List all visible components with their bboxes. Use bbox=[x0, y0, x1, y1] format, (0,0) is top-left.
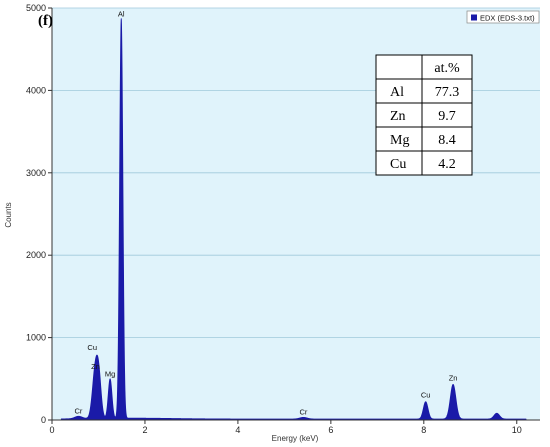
x-tick-label: 0 bbox=[49, 425, 54, 435]
peak-label-cr: Cr bbox=[75, 407, 83, 416]
legend-entry: EDX (EDS-3.txt) bbox=[480, 14, 535, 23]
x-axis-ticks: 0 2 4 6 8 10 bbox=[49, 420, 522, 435]
table-cell: 77.3 bbox=[435, 85, 460, 100]
peak-annotations: Al Cu Zn Mg Cr Cr Cu Zn bbox=[75, 9, 458, 416]
peak-label-cr: Cr bbox=[299, 407, 307, 416]
x-axis-title: Energy (keV) bbox=[272, 434, 319, 443]
table-cell: Zn bbox=[390, 109, 406, 124]
peak-label-mg: Mg bbox=[105, 369, 115, 378]
peak-label-zn: Zn bbox=[449, 373, 458, 382]
panel-label: (f) bbox=[38, 13, 53, 29]
legend-swatch bbox=[471, 14, 477, 21]
y-tick-label: 0 bbox=[41, 415, 46, 425]
x-tick-label: 6 bbox=[328, 425, 333, 435]
peak-label-cu: Cu bbox=[87, 343, 97, 352]
x-tick-label: 4 bbox=[235, 425, 240, 435]
y-tick-label: 3000 bbox=[26, 168, 46, 178]
peak-label-al: Al bbox=[118, 9, 125, 18]
peak-label-zn: Zn bbox=[91, 362, 100, 371]
table-cell: Mg bbox=[390, 133, 409, 148]
peak-label-cu: Cu bbox=[421, 391, 431, 400]
table-cell: Cu bbox=[390, 157, 406, 172]
table-cell: 4.2 bbox=[438, 157, 456, 172]
y-tick-label: 4000 bbox=[26, 85, 46, 95]
y-tick-label: 1000 bbox=[26, 333, 46, 343]
y-tick-label: 2000 bbox=[26, 250, 46, 260]
spectrum-series bbox=[60, 18, 527, 421]
x-tick-label: 2 bbox=[142, 425, 147, 435]
y-axis-title: Counts bbox=[4, 202, 13, 227]
y-tick-label: 5000 bbox=[26, 3, 46, 13]
table-cell: Al bbox=[390, 85, 404, 100]
x-tick-label: 10 bbox=[512, 425, 522, 435]
table-cell: 8.4 bbox=[438, 133, 456, 148]
y-axis-ticks: 0 1000 2000 3000 4000 5000 bbox=[26, 3, 52, 425]
table-frame bbox=[375, 54, 473, 176]
composition-table: at.% Al 77.3 Zn 9.7 Mg 8.4 Cu 4.2 bbox=[375, 54, 473, 176]
x-tick-label: 8 bbox=[421, 425, 426, 435]
table-cell: 9.7 bbox=[438, 109, 456, 124]
table-header-cell: at.% bbox=[434, 61, 460, 76]
legend-box bbox=[466, 10, 540, 24]
legend: EDX (EDS-3.txt) bbox=[466, 10, 540, 24]
spectrum-fill bbox=[60, 18, 527, 421]
axes bbox=[51, 8, 540, 421]
